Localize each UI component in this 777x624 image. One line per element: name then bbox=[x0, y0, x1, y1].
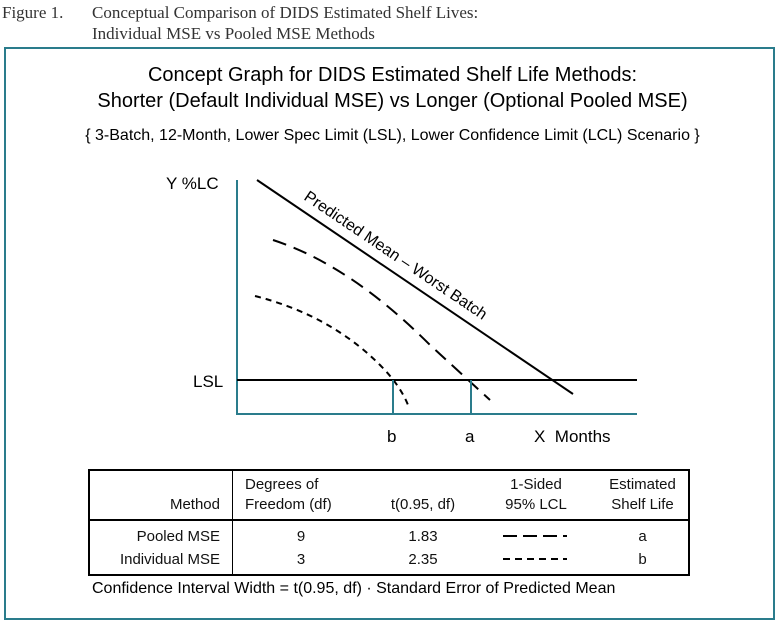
df-header-line2: Freedom (df) bbox=[245, 496, 332, 513]
figure-caption-line2: Individual MSE vs Pooled MSE Methods bbox=[92, 24, 375, 43]
lcl-header-line2: 95% LCL bbox=[505, 496, 567, 513]
figure-label: Figure 1. bbox=[2, 3, 64, 22]
method-header: Method bbox=[88, 469, 233, 521]
df-header: Degrees of Freedom (df) bbox=[232, 469, 369, 521]
shelf-header: Estimated Shelf Life bbox=[595, 469, 690, 521]
graph-title-line1: Concept Graph for DIDS Estimated Shelf L… bbox=[147, 64, 638, 86]
predicted-mean-line bbox=[256, 179, 574, 395]
row-method: Pooled MSE bbox=[88, 520, 233, 548]
y-axis-label: Y %LC bbox=[166, 174, 219, 193]
graph-title-line2: Shorter (Default Individual MSE) vs Long… bbox=[97, 90, 688, 112]
short-dash-legend-icon bbox=[503, 558, 567, 560]
predicted-mean-label: Predicted Mean – Worst Batch bbox=[301, 188, 490, 323]
method-header-text: Method bbox=[169, 496, 220, 513]
lcl-header-line1: 1-Sided bbox=[510, 476, 562, 493]
t-header-text: t(0.95, df) bbox=[390, 496, 456, 513]
lcl-header: 1-Sided 95% LCL bbox=[477, 469, 595, 521]
row-lcl-legend bbox=[477, 520, 595, 548]
long-dash-legend-icon bbox=[503, 535, 567, 537]
shelf-header-line1: Estimated bbox=[609, 476, 676, 493]
t-header: t(0.95, df) bbox=[369, 469, 477, 521]
figure-caption-line1: Conceptual Comparison of DIDS Estimated … bbox=[92, 3, 479, 22]
method-table: Method Degrees of Freedom (df) t(0.95, d… bbox=[88, 469, 690, 575]
row-shelf: b bbox=[638, 551, 647, 568]
footnote: Confidence Interval Width = t(0.95, df) … bbox=[92, 580, 616, 597]
lsl-label: LSL bbox=[193, 372, 223, 391]
row-method: Individual MSE bbox=[88, 548, 233, 575]
shelf-life-diagram: Y %LC LSL b a X Months Predicted Mean – … bbox=[166, 174, 637, 446]
table-row-pooled: Pooled MSE 9 1.83 a bbox=[88, 520, 690, 548]
figure-frame: Concept Graph for DIDS Estimated Shelf L… bbox=[4, 47, 775, 620]
row-df: 9 bbox=[296, 528, 306, 545]
df-header-line1: Degrees of bbox=[245, 476, 319, 493]
row-shelf: a bbox=[638, 528, 647, 545]
row-lcl-legend bbox=[477, 548, 595, 575]
row-df: 3 bbox=[296, 551, 306, 568]
x-axis-label: X Months bbox=[534, 427, 611, 446]
individual-lcl-curve bbox=[254, 295, 409, 406]
table-row-individual: Individual MSE 3 2.35 b bbox=[88, 548, 690, 575]
row-t: 1.83 bbox=[408, 528, 438, 545]
marker-a-label: a bbox=[465, 427, 475, 446]
pooled-lcl-curve bbox=[272, 239, 491, 401]
marker-b-label: b bbox=[387, 427, 396, 446]
row-t: 2.35 bbox=[408, 551, 438, 568]
table-header-row: Method Degrees of Freedom (df) t(0.95, d… bbox=[88, 469, 690, 521]
graph-scenario: { 3-Batch, 12-Month, Lower Spec Limit (L… bbox=[85, 127, 700, 144]
shelf-header-line2: Shelf Life bbox=[611, 496, 674, 513]
